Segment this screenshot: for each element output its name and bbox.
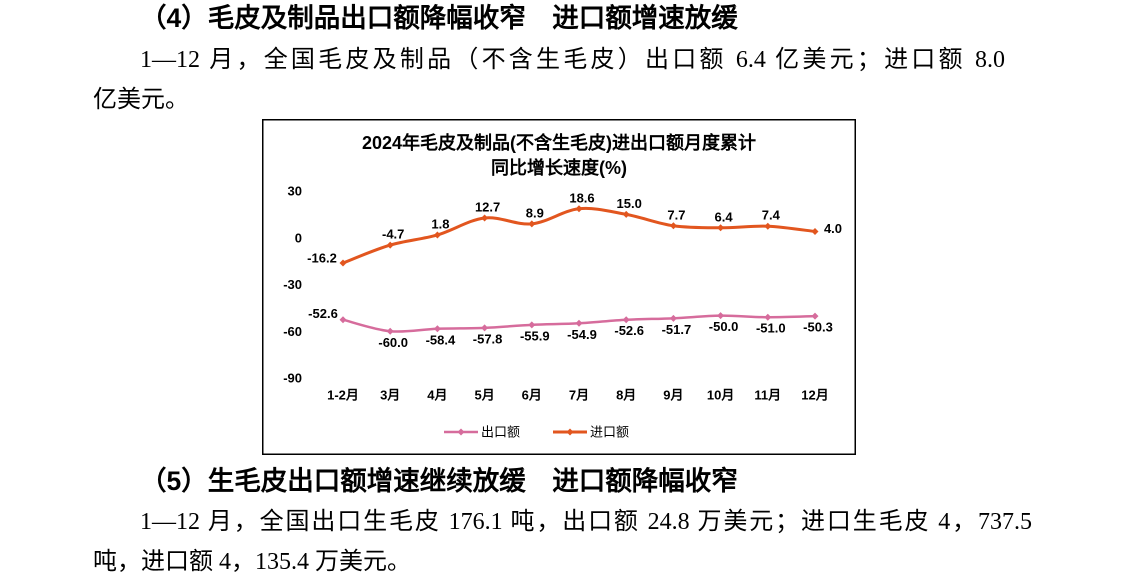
- x-tick-label: 12月: [801, 388, 828, 403]
- data-label-export: -51.7: [662, 322, 692, 337]
- chart-series: -52.6 -60.0 -58.4 -57.8 -55.9 -54.9 -52.6 -51.7…: [307, 190, 842, 349]
- data-label-export: -58.4: [426, 332, 456, 347]
- data-label-export: -55.9: [520, 328, 550, 343]
- data-label-import: 6.4: [715, 209, 734, 224]
- data-point-export: [764, 313, 772, 321]
- data-point-import: [669, 222, 677, 230]
- x-tick-label: 10月: [707, 388, 734, 403]
- data-label-import: 4.0: [824, 221, 842, 236]
- data-point-export: [717, 312, 725, 320]
- data-point-import: [528, 220, 536, 228]
- data-point-export: [669, 314, 677, 322]
- legend-marker-import: [566, 428, 574, 436]
- x-tick-label: 5月: [474, 388, 494, 403]
- legend-label-export: 出口额: [481, 425, 520, 440]
- chart-title: 2024年毛皮及制品(不含生毛皮)进出口额月度累计: [362, 132, 756, 153]
- data-point-import: [811, 228, 819, 236]
- data-label-export: -50.3: [803, 320, 833, 335]
- data-point-import: [622, 210, 630, 218]
- x-tick-label: 4月: [427, 388, 447, 403]
- line-chart: 2024年毛皮及制品(不含生毛皮)进出口额月度累计 同比增长速度(%) 300-…: [262, 119, 856, 455]
- section-4-paragraph-line: 亿美元。: [93, 87, 189, 113]
- x-tick-label: 6月: [522, 388, 542, 403]
- data-label-export: -51.0: [756, 321, 786, 336]
- y-tick-label: -60: [283, 324, 302, 339]
- data-point-export: [339, 316, 347, 324]
- x-tick-label: 9月: [663, 388, 683, 403]
- data-label-import: 15.0: [617, 196, 642, 211]
- y-tick-label: -90: [283, 371, 302, 386]
- chart-frame: [262, 119, 856, 455]
- data-point-import: [764, 222, 772, 230]
- data-label-export: -54.9: [567, 327, 597, 342]
- data-point-import: [575, 205, 583, 213]
- data-point-import: [339, 259, 347, 267]
- x-tick-label: 11月: [754, 388, 781, 403]
- section-5-heading: （5）生毛皮出口额增速继续放缓 进口额降幅收窄: [140, 466, 738, 496]
- data-label-export: -52.6: [308, 306, 338, 321]
- data-point-export: [622, 316, 630, 324]
- data-label-import: -4.7: [382, 227, 404, 242]
- data-label-import: -16.2: [307, 250, 337, 265]
- x-tick-label: 7月: [569, 388, 589, 403]
- legend-marker-export: [457, 428, 465, 436]
- data-point-export: [481, 324, 489, 332]
- chart-legend: 出口额 进口额: [444, 425, 629, 440]
- data-label-import: 8.9: [526, 205, 544, 220]
- data-label-import: 1.8: [431, 216, 449, 231]
- data-point-import: [433, 231, 441, 239]
- y-tick-label: -30: [283, 277, 302, 292]
- data-point-export: [811, 312, 819, 320]
- y-tick-label: 30: [288, 184, 302, 199]
- data-point-import: [481, 214, 489, 222]
- data-point-export: [386, 327, 394, 335]
- chart-axis-labels: 30 0 -30 -60 -90 1-2月 3月 4月 5月 6月 7月 8月 9月 10月 11月 12月: [283, 184, 829, 403]
- section-5-paragraph-line: 吨，进口额 4，135.4 万美元。: [93, 549, 411, 575]
- data-point-export: [575, 319, 583, 327]
- data-label-import: 7.4: [762, 208, 781, 223]
- x-tick-label: 1-2月: [327, 388, 359, 403]
- legend-label-import: 进口额: [590, 425, 629, 440]
- data-point-import: [386, 241, 394, 249]
- data-label-export: -57.8: [473, 331, 503, 346]
- data-label-import: 18.6: [569, 190, 594, 205]
- data-label-export: -60.0: [378, 335, 408, 350]
- data-point-import: [717, 224, 725, 232]
- data-point-export: [433, 325, 441, 333]
- data-point-export: [528, 321, 536, 329]
- data-label-export: -50.0: [709, 319, 739, 334]
- data-label-import: 7.7: [667, 207, 685, 222]
- section-4-paragraph-line: 1—12 月，全国毛皮及制品（不含生毛皮）出口额 6.4 亿美元；进口额 8.0: [140, 47, 1005, 73]
- chart-title-line-2: 同比增长速度(%): [491, 157, 627, 178]
- x-tick-label: 3月: [380, 388, 400, 403]
- data-label-import: 12.7: [475, 199, 500, 214]
- section-4-heading: （4）毛皮及制品出口额降幅收窄 进口额增速放缓: [140, 3, 738, 33]
- x-tick-label: 8月: [616, 388, 636, 403]
- y-tick-label: 0: [295, 230, 302, 245]
- data-label-export: -52.6: [614, 323, 644, 338]
- section-5-paragraph-line: 1—12 月，全国出口生毛皮 176.1 吨，出口额 24.8 万美元；进口生毛…: [140, 509, 1032, 535]
